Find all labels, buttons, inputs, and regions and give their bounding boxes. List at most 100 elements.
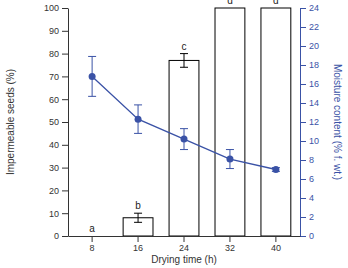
tick-mark [300, 8, 306, 9]
annotation: b [135, 200, 141, 211]
line [92, 76, 276, 169]
annotation: d [227, 0, 233, 6]
tick-mark [62, 8, 68, 9]
tick-mark [62, 190, 68, 191]
tick-label: 8 [90, 243, 95, 253]
error-bar [180, 54, 188, 68]
tick-label: 70 [49, 72, 59, 82]
tick: 20 [300, 41, 319, 51]
tick-mark [62, 168, 68, 169]
tick: 40 [49, 140, 68, 150]
annotation: c [182, 41, 187, 52]
tick: 14 [300, 98, 319, 108]
tick: 90 [49, 26, 68, 36]
tick-label: 100 [44, 3, 59, 13]
tick: 8 [300, 155, 314, 165]
bar [77, 236, 107, 237]
tick-mark [62, 213, 68, 214]
tick-label: 4 [309, 193, 314, 203]
tick-label: 40 [49, 140, 59, 150]
tick: 2 [300, 212, 314, 222]
chart: 0102030405060708090100024681012141618202… [0, 0, 348, 268]
tick: 8 [90, 236, 95, 253]
bar [169, 60, 199, 236]
tick: 50 [49, 117, 68, 127]
tick-mark [300, 103, 306, 104]
marker [272, 166, 279, 173]
tick-mark [229, 236, 230, 242]
annotation: a [89, 223, 95, 234]
tick-label: 80 [49, 49, 59, 59]
y2-axis: 024681012141618202224 [300, 3, 319, 241]
tick-mark [62, 99, 68, 100]
tick: 0 [300, 231, 314, 241]
tick-mark [62, 236, 68, 237]
tick-label: 32 [225, 243, 235, 253]
marker [135, 116, 142, 123]
tick: 12 [300, 117, 319, 127]
error-bar [134, 213, 142, 222]
tick: 16 [133, 236, 143, 253]
marker [226, 156, 233, 163]
x-axis-title: Drying time (h) [151, 254, 217, 265]
tick: 24 [300, 3, 319, 13]
tick-label: 90 [49, 26, 59, 36]
error-bar [88, 56, 96, 96]
bar [261, 8, 291, 236]
error-bar [134, 105, 142, 133]
tick-mark [300, 160, 306, 161]
tick: 22 [300, 22, 319, 32]
tick-label: 60 [49, 95, 59, 105]
tick: 10 [300, 136, 319, 146]
tick: 20 [49, 186, 68, 196]
tick-label: 10 [49, 209, 59, 219]
error-bar [134, 213, 142, 222]
tick: 16 [300, 79, 319, 89]
tick-label: 20 [49, 186, 59, 196]
error-bar [180, 54, 188, 68]
tick-mark [62, 54, 68, 55]
tick: 70 [49, 72, 68, 82]
tick: 80 [49, 49, 68, 59]
y2-axis-title: Moisture content (% f. wt.) [332, 64, 343, 180]
marker [89, 73, 96, 80]
tick-label: 30 [49, 163, 59, 173]
tick: 40 [271, 236, 281, 253]
tick-mark [62, 145, 68, 146]
tick-mark [92, 236, 93, 242]
tick-mark [62, 31, 68, 32]
tick-mark [300, 179, 306, 180]
tick-mark [300, 198, 306, 199]
tick: 60 [49, 95, 68, 105]
tick-mark [300, 236, 306, 237]
tick-mark [184, 236, 185, 242]
tick-mark [275, 236, 276, 242]
tick-mark [300, 65, 306, 66]
error-bar [226, 150, 234, 169]
tick-label: 50 [49, 117, 59, 127]
y-axis: 0 10 20 30 40 50 60 70 80 90 100 [44, 3, 69, 241]
tick-label: 20 [309, 41, 319, 51]
tick: 10 [49, 209, 68, 219]
tick-mark [300, 84, 306, 85]
tick: 6 [300, 174, 314, 184]
tick-mark [300, 217, 306, 218]
tick-mark [62, 122, 68, 123]
tick: 32 [225, 236, 235, 253]
tick-mark [138, 236, 139, 242]
tick-label: 16 [133, 243, 143, 253]
tick-label: 18 [309, 60, 319, 70]
tick-label: 10 [309, 136, 319, 146]
tick-label: 2 [309, 212, 314, 222]
tick: 100 [44, 3, 68, 13]
tick-label: 6 [309, 174, 314, 184]
tick-mark [300, 27, 306, 28]
marker [181, 136, 188, 143]
tick: 30 [49, 163, 68, 173]
tick: 0 [54, 231, 68, 241]
error-bar [180, 129, 188, 150]
tick-label: 0 [54, 231, 59, 241]
tick-label: 8 [309, 155, 314, 165]
tick-label: 24 [309, 3, 319, 13]
tick-label: 16 [309, 79, 319, 89]
